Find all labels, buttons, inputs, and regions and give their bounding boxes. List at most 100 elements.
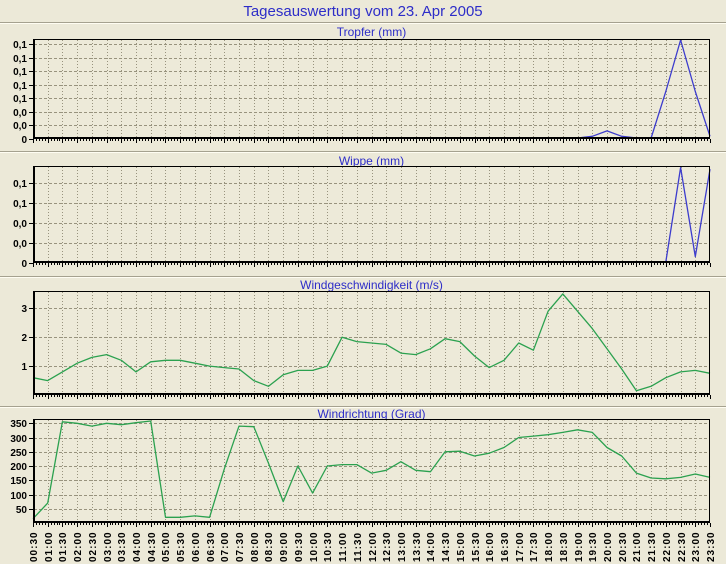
x-tick-label: 17:00 bbox=[515, 531, 526, 562]
x-tick-label: 07:00 bbox=[220, 531, 231, 562]
chart-title-windrichtung: Windrichtung (Grad) bbox=[317, 407, 426, 421]
x-tick-label: 19:00 bbox=[574, 531, 585, 562]
y-tick-label: 150 bbox=[10, 476, 27, 487]
vertical-gridlines bbox=[48, 167, 696, 262]
y-tick-label: 250 bbox=[10, 448, 27, 459]
series-line-2 bbox=[32, 293, 711, 392]
divider-1 bbox=[0, 151, 726, 153]
x-tick-label: 08:00 bbox=[250, 531, 261, 562]
x-tick-label: 05:00 bbox=[161, 531, 172, 562]
y-axis-tick-labels: 0 0,0 0,0 0,1 0,1 0,1 0,1 0,1 bbox=[13, 40, 33, 146]
horizontal-gridlines bbox=[34, 183, 709, 244]
x-tick-label: 19:30 bbox=[588, 531, 599, 562]
x-tick-label: 01:30 bbox=[58, 531, 69, 562]
chart-svg-2: 1 2 3 bbox=[21, 291, 711, 399]
x-tick-label: 08:30 bbox=[264, 531, 275, 562]
plot-area-windrichtung: 50 100 150 200 250 300 350 bbox=[0, 419, 726, 530]
plot-area-windgeschwindigkeit: 1 2 3 bbox=[0, 291, 726, 402]
y-axis-tick-labels: 50 100 150 200 250 300 350 bbox=[10, 419, 33, 516]
x-tick-label: 01:00 bbox=[44, 531, 55, 562]
x-axis-ticks bbox=[33, 139, 711, 143]
y-tick-label: 2 bbox=[21, 333, 27, 344]
horizontal-gridlines bbox=[34, 423, 709, 510]
x-tick-label: 06:00 bbox=[191, 531, 202, 562]
x-tick-label: 13:00 bbox=[397, 531, 408, 562]
x-tick-label: 03:30 bbox=[117, 531, 128, 562]
x-axis-ticks bbox=[33, 523, 711, 527]
horizontal-gridlines bbox=[34, 44, 709, 126]
y-tick-label: 0 bbox=[21, 135, 27, 146]
y-tick-label: 0,0 bbox=[13, 108, 27, 119]
x-tick-label: 12:30 bbox=[382, 531, 393, 562]
plot-background bbox=[33, 166, 710, 263]
x-tick-label: 05:30 bbox=[176, 531, 187, 562]
y-axis-tick-labels: 0 0,0 0,0 0,1 0,1 bbox=[13, 179, 33, 270]
x-tick-label: 20:30 bbox=[618, 531, 629, 562]
x-tick-label: 14:00 bbox=[426, 531, 437, 562]
y-tick-label: 0,1 bbox=[13, 67, 27, 78]
y-tick-label: 0,1 bbox=[13, 40, 27, 51]
y-axis-tick-labels: 1 2 3 bbox=[21, 304, 33, 373]
y-tick-label: 200 bbox=[10, 462, 27, 473]
y-tick-label: 0,1 bbox=[13, 54, 27, 65]
x-tick-label: 11:00 bbox=[338, 532, 349, 562]
y-tick-label: 0,1 bbox=[13, 94, 27, 105]
y-tick-label: 1 bbox=[21, 362, 27, 373]
x-tick-label: 09:00 bbox=[279, 531, 290, 562]
x-tick-label: 02:30 bbox=[88, 531, 99, 562]
x-axis-ticks bbox=[33, 263, 711, 267]
plot-area-wippe: 0 0,0 0,0 0,1 0,1 bbox=[0, 166, 726, 270]
x-tick-label: 11:30 bbox=[353, 532, 364, 562]
axes-frame bbox=[33, 419, 710, 523]
horizontal-gridlines bbox=[34, 308, 709, 367]
series-line-3 bbox=[32, 420, 711, 520]
vertical-gridlines bbox=[48, 420, 696, 522]
x-tick-label: 06:30 bbox=[206, 531, 217, 562]
x-tick-label: 16:30 bbox=[500, 531, 511, 562]
x-tick-label: 14:30 bbox=[441, 531, 452, 562]
chart-title-tropfer: Tropfer (mm) bbox=[336, 25, 407, 39]
x-axis-time-labels: 00:30 01:00 01:30 02:00 02:30 03:00 03:30 04:00… bbox=[0, 526, 726, 564]
x-tick-label: 21:30 bbox=[647, 531, 658, 562]
y-tick-label: 0,1 bbox=[13, 199, 27, 210]
axes-frame bbox=[33, 39, 710, 139]
y-tick-label: 0,0 bbox=[13, 219, 27, 230]
x-tick-label: 04:30 bbox=[147, 531, 158, 562]
x-tick-label: 18:00 bbox=[544, 531, 555, 562]
chart-title-windgeschwindigkeit: Windgeschwindigkeit (m/s) bbox=[300, 278, 443, 292]
x-tick-label: 07:30 bbox=[235, 531, 246, 562]
x-tick-label: 10:00 bbox=[309, 531, 320, 562]
y-tick-label: 350 bbox=[10, 419, 27, 430]
plot-area-tropfer: 0 0,0 0,0 0,1 0,1 0,1 0,1 0,1 bbox=[0, 39, 726, 146]
axes-frame bbox=[33, 166, 710, 263]
x-tick-label: 17:30 bbox=[529, 531, 540, 562]
divider-3 bbox=[0, 406, 726, 408]
x-tick-label: 20:00 bbox=[603, 531, 614, 562]
x-tick-label: 00:30 bbox=[29, 531, 40, 562]
y-tick-label: 300 bbox=[10, 434, 27, 445]
x-tick-label: 09:30 bbox=[294, 531, 305, 562]
chart-title-wippe: Wippe (mm) bbox=[338, 154, 405, 168]
x-tick-label: 22:30 bbox=[677, 531, 688, 562]
x-tick-label: 13:30 bbox=[412, 531, 423, 562]
y-tick-label: 0,0 bbox=[13, 239, 27, 250]
x-tick-label: 15:30 bbox=[471, 531, 482, 562]
time-axis-svg: 00:30 01:00 01:30 02:00 02:30 03:00 03:30 04:00… bbox=[29, 531, 717, 562]
chart-svg-1: 0 0,0 0,0 0,1 0,1 bbox=[13, 166, 711, 270]
x-tick-label: 10:30 bbox=[323, 531, 334, 562]
chart-svg-0: 0 0,0 0,0 0,1 0,1 0,1 0,1 0,1 bbox=[13, 39, 711, 146]
divider-2 bbox=[0, 276, 726, 278]
x-tick-label: 23:00 bbox=[691, 531, 702, 562]
x-tick-label: 04:00 bbox=[132, 531, 143, 562]
plot-background bbox=[33, 39, 710, 139]
x-tick-label: 03:00 bbox=[103, 531, 114, 562]
y-tick-label: 0 bbox=[21, 259, 27, 270]
axes-frame bbox=[33, 291, 710, 395]
x-tick-label: 18:30 bbox=[559, 531, 570, 562]
x-tick-label: 22:00 bbox=[662, 531, 673, 562]
x-tick-label: 12:00 bbox=[368, 531, 379, 562]
y-tick-label: 100 bbox=[10, 491, 27, 502]
y-tick-label: 0,0 bbox=[13, 121, 27, 132]
x-tick-label: 15:00 bbox=[456, 531, 467, 562]
x-tick-label: 21:00 bbox=[632, 531, 643, 562]
